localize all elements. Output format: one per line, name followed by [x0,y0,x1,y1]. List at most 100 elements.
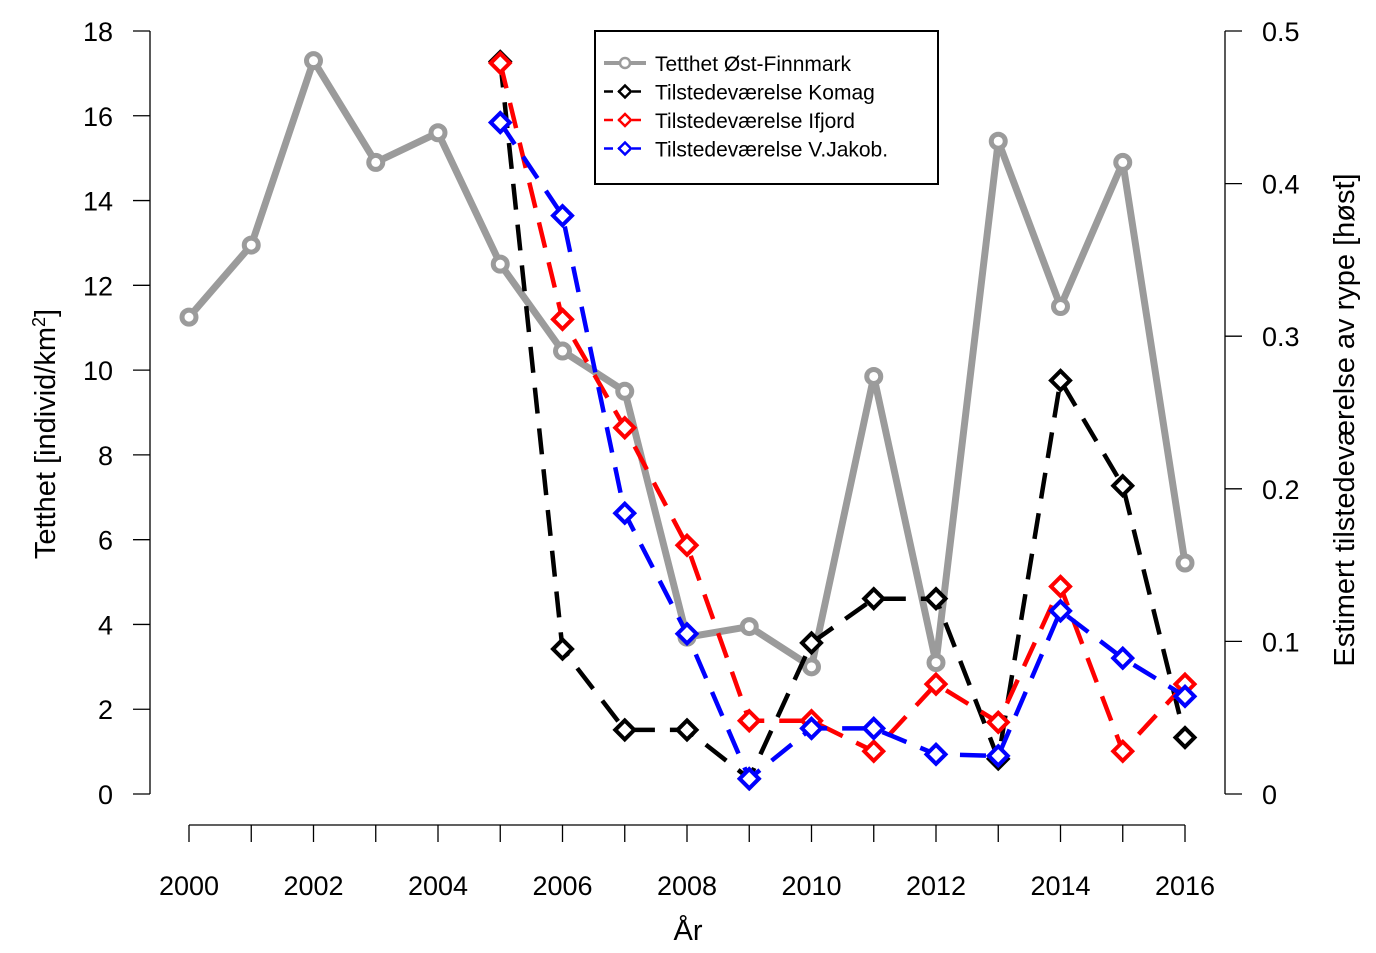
data-point [1048,598,1073,624]
right-y-tick-label: 0.4 [1262,170,1300,200]
left-y-tick-label: 10 [83,356,113,386]
data-point [988,131,1008,151]
left-y-tick-label: 2 [98,695,113,725]
data-point [1172,725,1198,750]
data-point [1113,152,1133,172]
data-point [985,709,1011,735]
data-point [550,307,575,332]
data-point [1048,368,1073,393]
data-point [487,110,513,135]
legend-marker [617,140,633,157]
data-point [861,716,887,741]
series-line [498,61,1188,781]
data-point [861,738,887,764]
data-point [864,366,884,386]
left-y-tick-label: 16 [83,102,113,132]
right-y-tick-label: 0.2 [1262,475,1300,505]
series-3 [487,110,1198,792]
data-point [1051,297,1070,317]
data-point [985,743,1011,769]
data-point [179,307,199,327]
x-tick-label: 2012 [906,871,966,901]
data-point [739,617,759,637]
data-point [615,381,635,401]
data-point [304,51,323,71]
data-point [923,671,949,697]
legend-entry: Tilstedeværelse V.Jakob. [604,139,888,162]
legend-marker [617,83,633,100]
left-y-axis-title-main: Tetthet [individ/km [30,327,62,559]
series-2 [487,50,1198,764]
data-point [241,235,261,255]
data-point [926,653,946,673]
data-point [923,586,949,612]
data-point [550,203,575,228]
x-tick-label: 2008 [657,871,717,901]
left-y-tick-label: 12 [83,271,113,301]
right-y-tick-label: 0 [1262,780,1277,810]
legend-entry: Tilstedeværelse Ifjord [604,110,855,133]
legend-box [594,30,939,185]
data-point [366,152,386,172]
left-y-axis-title: Tetthet [individ/km2] [29,309,62,559]
series-line [498,62,1187,754]
right-y-tick-label: 0.1 [1262,627,1300,657]
data-point [1175,553,1195,573]
right-y-axis-title: Estimert tilstedeværelse av rype [høst] [1329,173,1361,666]
left-y-tick-label: 14 [83,187,113,217]
legend: Tetthet Øst-Finnmark Tilstedeværelse Koma… [594,30,939,185]
x-tick-label: 2014 [1030,871,1090,901]
data-point [487,50,513,76]
right-y-tick-label: 0.3 [1262,322,1300,352]
right-y-tick-label: 0.5 [1262,17,1300,47]
left-y-axis-title-end: ] [30,309,62,317]
series-line [498,121,1187,781]
data-point [674,717,700,743]
data-point [612,717,638,743]
data-point [799,630,824,656]
x-tick-label: 2006 [532,871,592,901]
legend-marker [618,56,632,70]
left-y-tick-label: 8 [98,441,113,471]
x-tick-label: 2016 [1155,871,1215,901]
data-point [674,621,700,647]
data-point [553,341,572,361]
left-y-tick-label: 0 [98,780,113,810]
legend-marker [617,112,633,128]
legend-label: Tilstedeværelse Komag [655,82,875,105]
data-point [428,123,448,143]
data-point [736,708,762,734]
x-axis-title: År [674,914,703,947]
data-point [1110,738,1136,764]
data-point [1110,473,1136,499]
data-point [861,586,887,612]
left-y-tick-label: 4 [98,610,113,640]
data-point [612,415,638,441]
data-point [736,766,762,792]
data-point [612,500,638,526]
axes: 0 2 4 6 8 10 12 14 16 18 0 0.1 0.2 0.3 0.4 0.5 2000 2002 2… [83,17,1300,901]
x-tick-label: 2002 [283,871,343,901]
left-y-tick-label: 18 [83,17,113,47]
data-point [1048,574,1073,599]
data-point [799,716,824,741]
data-point [674,532,700,558]
data-point [802,657,821,677]
legend-entry: Tilstedeværelse Komag [604,82,875,105]
series-layer [179,49,1198,792]
left-y-axis-title-superscript: 2 [29,317,49,327]
legend-label: Tilstedeværelse Ifjord [655,110,855,133]
data-point [490,254,510,274]
x-tick-label: 2004 [408,871,468,901]
data-point [550,636,575,662]
left-y-tick-label: 6 [98,526,113,556]
legend-label: Tilstedeværelse V.Jakob. [655,139,888,162]
data-point [923,741,949,767]
legend-entry: Tetthet Øst-Finnmark [604,53,852,76]
legend-label: Tetthet Øst-Finnmark [655,53,852,76]
data-point [1172,684,1198,709]
data-point [1110,645,1136,671]
x-tick-label: 2000 [159,871,219,901]
x-tick-label: 2010 [781,871,841,901]
